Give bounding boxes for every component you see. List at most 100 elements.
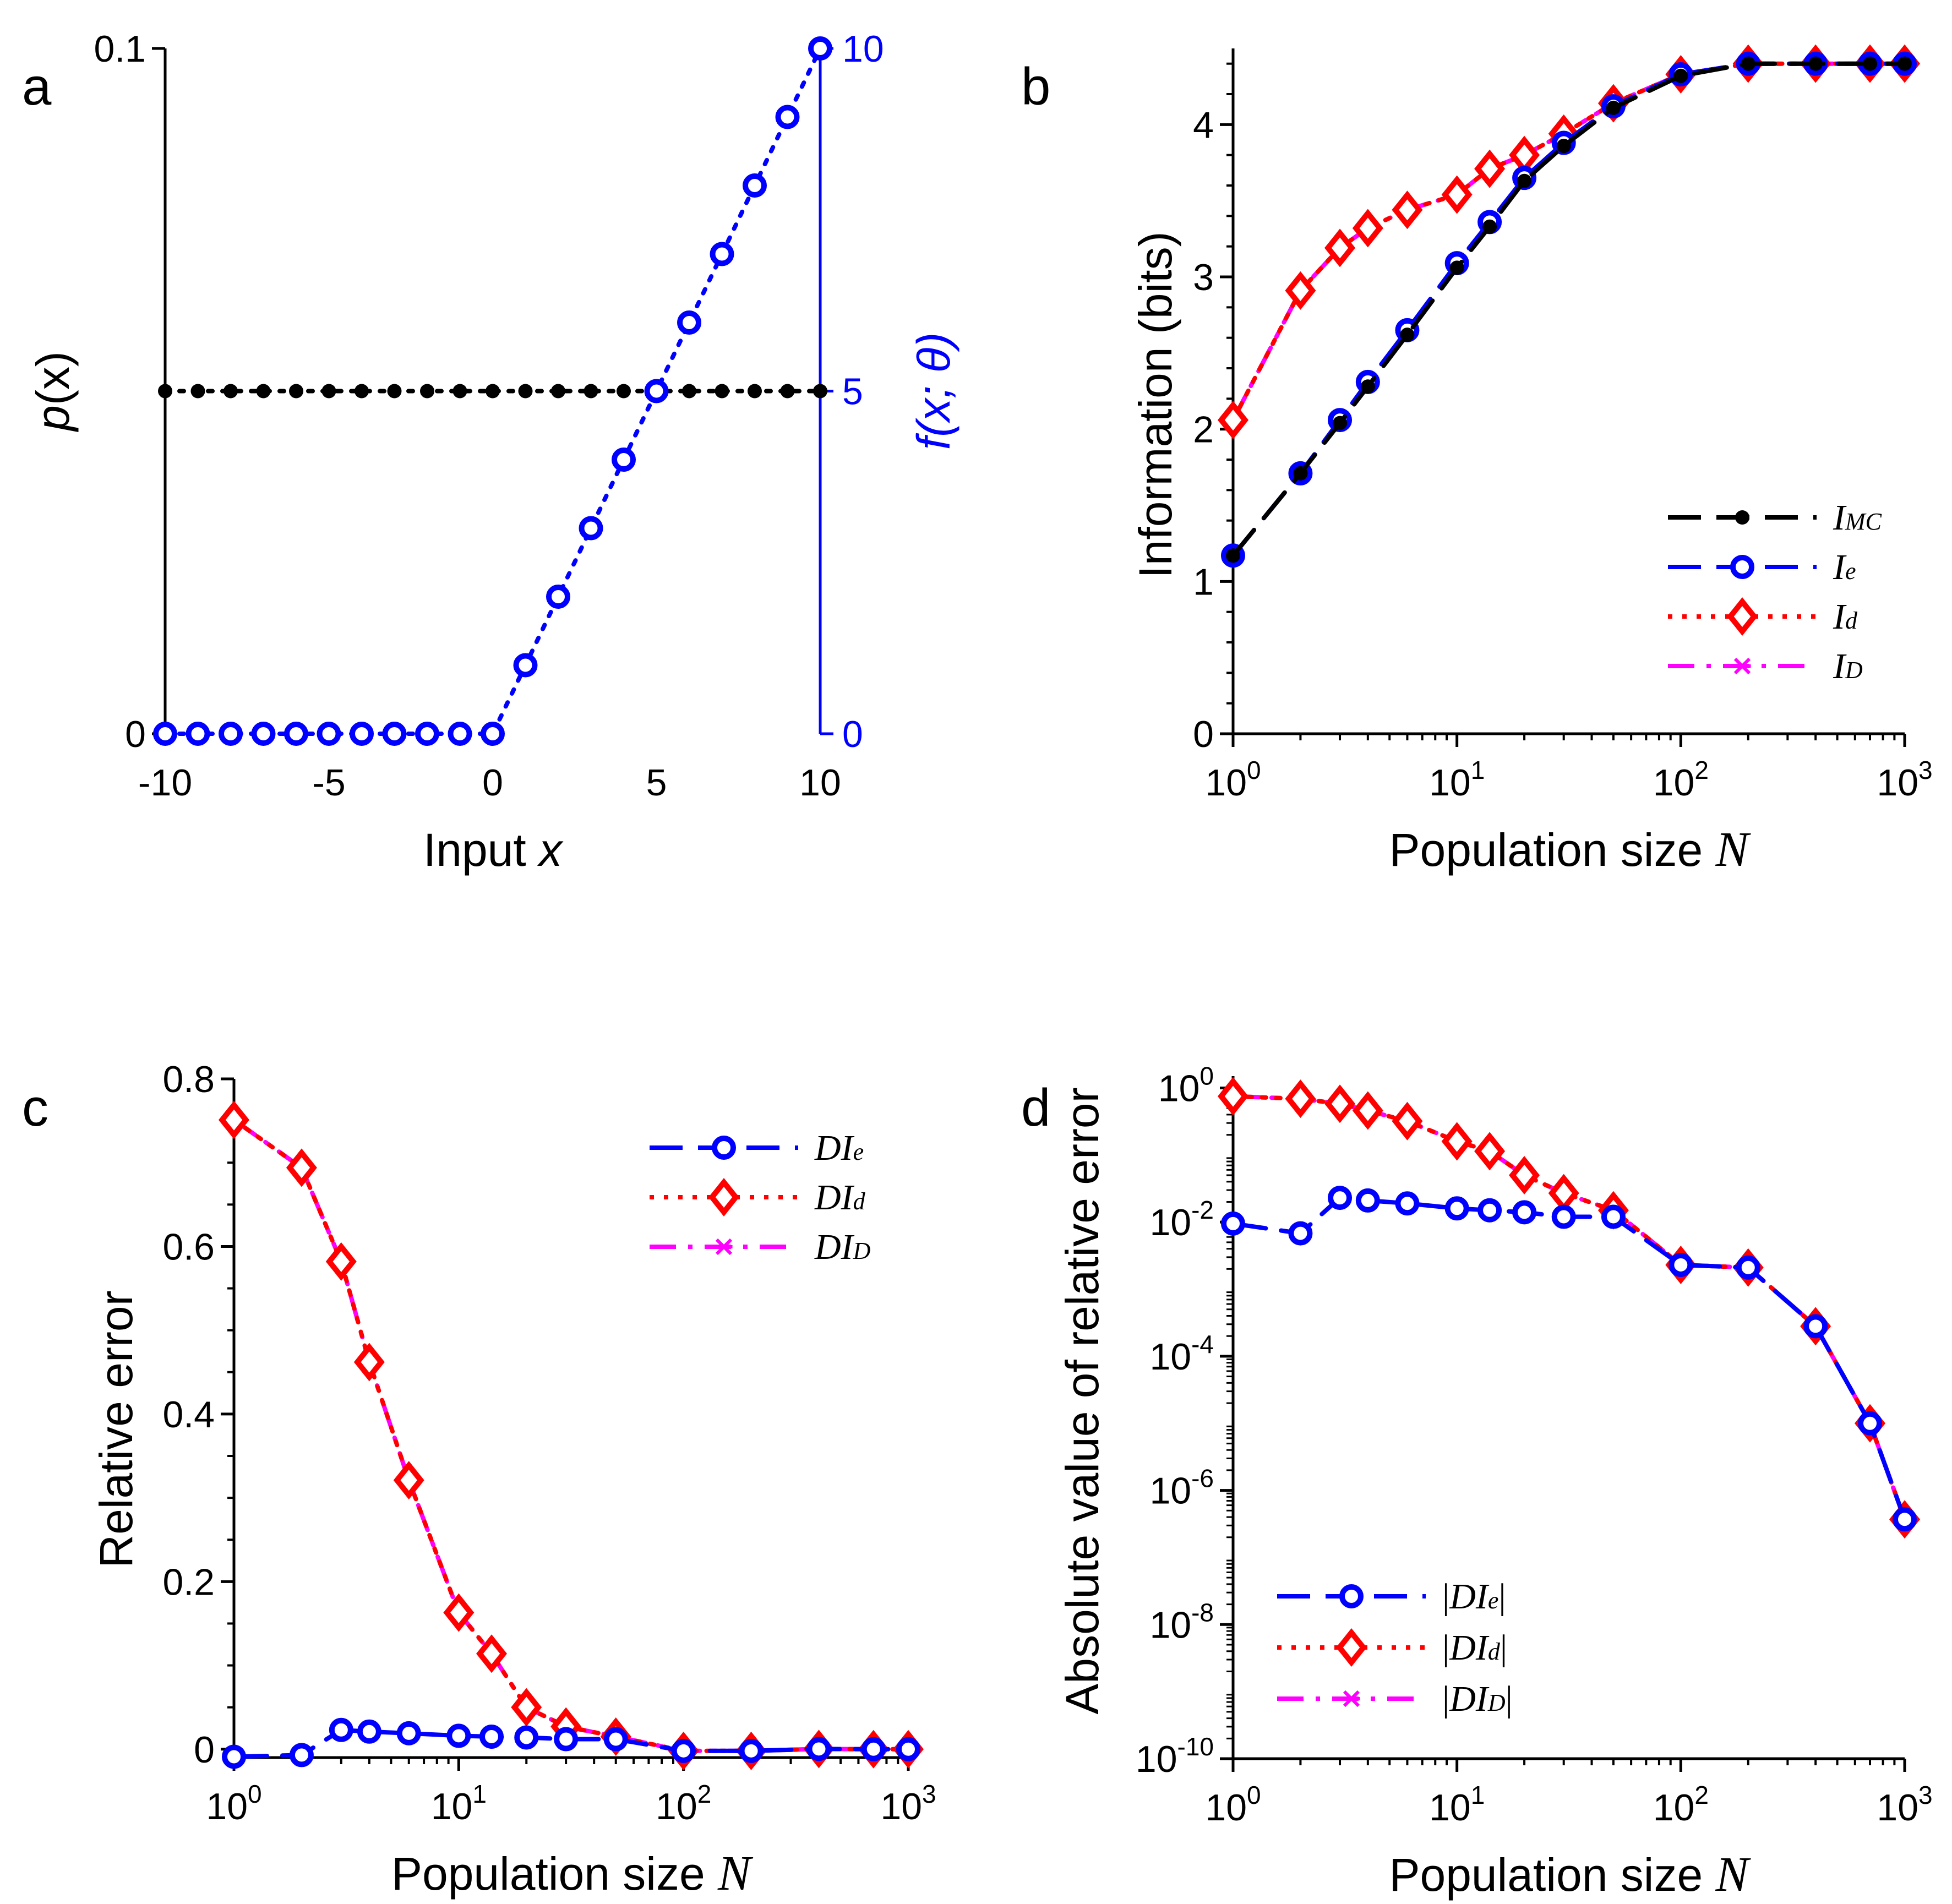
x-tick-label: 100 (206, 1780, 261, 1827)
series-di-d-point (443, 1593, 475, 1632)
series-p-x--point (486, 384, 500, 399)
series-di-e-point (1288, 1221, 1313, 1246)
y-tick-label: 0 (1193, 713, 1214, 755)
series-i-mc-point (1556, 139, 1571, 154)
series-di-d-point (1441, 1122, 1473, 1161)
x-tick-label: 103 (880, 1780, 936, 1827)
series-f-x--point (808, 36, 832, 61)
series-p-x--point (256, 384, 271, 399)
series-di-d-point (286, 1148, 317, 1187)
panel-label-a: a (22, 57, 52, 116)
x-tick-label: -5 (312, 762, 345, 804)
series-f-x--point (579, 516, 603, 541)
series-i-mc-point (1673, 68, 1688, 83)
legend-di-d-point (1343, 1690, 1360, 1707)
x-tick-label: -10 (138, 762, 192, 804)
legend-i-mc-text: IMC (1833, 498, 1882, 538)
x-tick-label: 5 (646, 762, 667, 804)
x-tick-label: 100 (1205, 1781, 1261, 1829)
y-tick-label-right: 10 (842, 28, 884, 70)
series-di-d-line (232, 1117, 910, 1753)
series-p-x--point (223, 384, 238, 399)
x-axis-label: Population size N (391, 1846, 754, 1901)
series-di-e-point (1601, 1204, 1626, 1229)
series-di-e-point (1858, 1411, 1883, 1436)
series-i-mc-point (1482, 219, 1497, 234)
series-di-d-point (1352, 1091, 1383, 1130)
series-di-d-point (1548, 1174, 1579, 1213)
x-tick-label: 101 (1429, 756, 1485, 804)
x-tick-label: 103 (1877, 1781, 1932, 1829)
x-tick-label: 0 (482, 762, 503, 804)
series-p-x--point (682, 384, 696, 399)
y-tick-label: 3 (1193, 257, 1214, 298)
series-i-mc-point (1226, 548, 1240, 563)
y-tick-label: 0.2 (162, 1561, 215, 1603)
series-di-e-point (671, 1738, 696, 1763)
series-p-x--point (158, 384, 172, 399)
x-tick-label: 102 (1653, 1781, 1709, 1829)
series-di-e-point (861, 1737, 886, 1761)
y-tick-label: 0 (194, 1729, 215, 1771)
series-i-mc-point (1741, 56, 1755, 71)
legend-di-d-point (708, 1177, 740, 1217)
x-tick-label: 100 (1205, 756, 1261, 804)
series-p-x--point (780, 384, 795, 399)
legend-i-e-point (1730, 555, 1754, 579)
x-tick-label: 103 (1877, 756, 1932, 804)
y-tick-label: 100 (1158, 1061, 1214, 1109)
series-di-e-point (1328, 1186, 1353, 1210)
legend-i-d-text: Id (1833, 597, 1858, 637)
series-f-x--point (481, 722, 505, 746)
series-p-x--point (321, 384, 336, 399)
series-i-mc-point (1898, 56, 1912, 71)
series-di-e-point (896, 1737, 920, 1761)
legend-i-d-text: ID (1833, 646, 1863, 686)
x-tick-label: 10 (799, 762, 841, 804)
series-i-mc-point (1449, 260, 1464, 275)
x-axis-label: Population size N (1389, 822, 1751, 877)
series-f-x--point (317, 722, 341, 746)
series-i-d-point (1285, 271, 1316, 310)
series-di-e-point (479, 1724, 504, 1749)
series-i-mc-point (1360, 379, 1375, 394)
series-di-e-point (1221, 1211, 1245, 1236)
series-i-d-point (1441, 175, 1473, 214)
y-tick-label: 10-4 (1149, 1330, 1214, 1378)
series-i-d-point (1474, 149, 1506, 188)
legend-i-e-text: Ie (1833, 547, 1856, 587)
series-i-d-point (1324, 228, 1356, 268)
legend-i-d-point (1726, 597, 1758, 636)
y-tick-label-left: 0.1 (94, 28, 146, 70)
x-tick-label: 101 (431, 1780, 487, 1827)
series-p-x--point (748, 384, 762, 399)
series-i-mc-point (1517, 173, 1532, 188)
series-p-x--point (518, 384, 533, 399)
y-tick-label: 0.4 (162, 1394, 215, 1436)
series-p-x--point (617, 384, 631, 399)
series-f-x--point (284, 722, 308, 746)
series-i-mc-point (1333, 416, 1348, 430)
y-tick-label-right: 5 (842, 371, 863, 413)
series-f-x--point (513, 653, 538, 678)
y-tick-label: 0.6 (162, 1226, 215, 1268)
series-di-d-point (1509, 1155, 1540, 1194)
y-axis-label: Relative error (90, 1290, 142, 1568)
chart-a: 0 0.1 0 5 10 -10 -5 0 5 10 Input x p(x) f(x; θ) (27, 28, 959, 876)
series-di-d-point (1217, 1077, 1249, 1116)
series-di-e-point (739, 1738, 764, 1763)
series-i-d-point (1352, 209, 1383, 248)
series-f-x--point (644, 379, 669, 403)
series-di-e-point (1803, 1314, 1828, 1339)
y-tick-label: 0.8 (162, 1059, 215, 1100)
series-p-x--point (420, 384, 434, 399)
series-di-e-point (554, 1727, 579, 1752)
series-i-mc-point (1808, 56, 1823, 71)
series-di-d-point (393, 1461, 424, 1500)
series-di-e-point (1669, 1252, 1693, 1277)
chart-c: 0 0.2 0.4 0.6 0.8 Relative error 100 101 102 103 P… (90, 1059, 936, 1901)
series-di-d-line (1231, 1094, 1907, 1522)
series-p-x--point (584, 384, 598, 399)
series-di-d-point (218, 1100, 250, 1139)
